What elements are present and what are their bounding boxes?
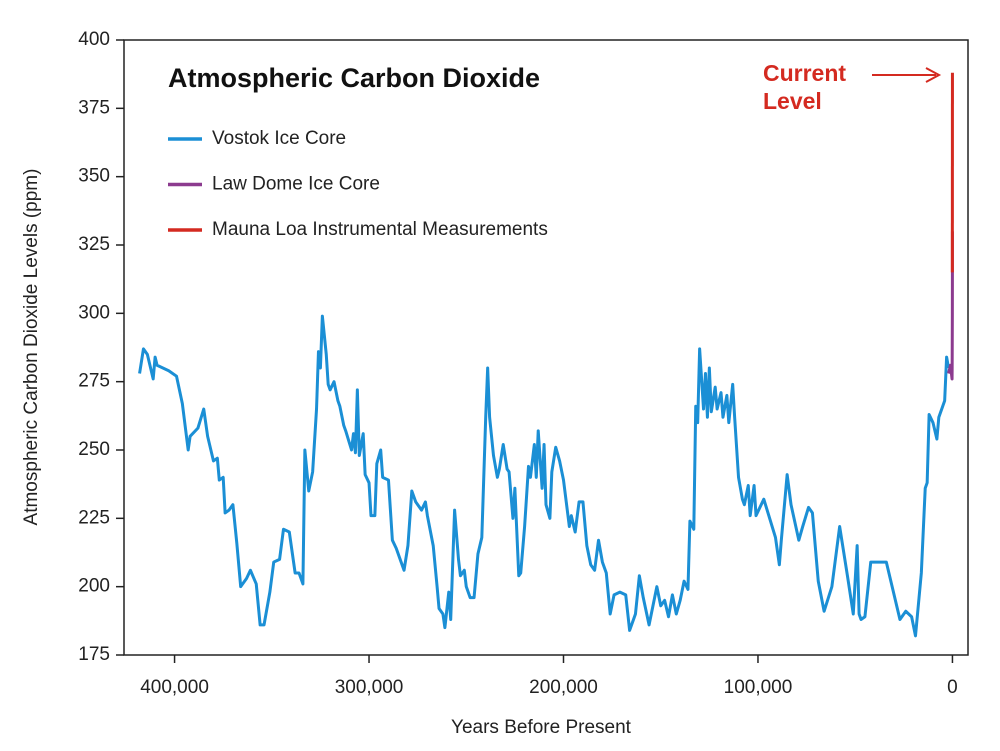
legend-label: Law Dome Ice Core <box>212 174 380 195</box>
y-tick-label: 400 <box>78 29 110 50</box>
y-tick-label: 325 <box>78 234 110 255</box>
legend-label: Vostok Ice Core <box>212 128 346 149</box>
y-tick-label: 250 <box>78 439 110 460</box>
annotation: Level <box>763 88 822 114</box>
x-tick-label: 300,000 <box>335 677 404 698</box>
x-tick-label: 100,000 <box>724 677 793 698</box>
annotation: Current <box>763 60 846 86</box>
y-tick-label: 375 <box>78 97 110 118</box>
y-axis-label: Atmospheric Carbon Dioxide Levels (ppm) <box>21 169 42 526</box>
chart-title: Atmospheric Carbon Dioxide <box>168 63 540 93</box>
y-tick-label: 350 <box>78 166 110 187</box>
annotation-arrowhead <box>925 67 942 83</box>
x-tick-label: 200,000 <box>529 677 598 698</box>
y-tick-label: 175 <box>78 644 110 665</box>
series-line <box>138 314 951 638</box>
x-tick-label: 0 <box>947 677 958 698</box>
y-tick-label: 275 <box>78 371 110 392</box>
y-tick-label: 225 <box>78 507 110 528</box>
plot-frame <box>123 39 969 656</box>
x-axis-label: Years Before Present <box>451 717 632 738</box>
y-tick-label: 300 <box>78 302 110 323</box>
series-line <box>947 231 954 381</box>
y-tick-label: 200 <box>78 576 110 597</box>
x-tick-label: 400,000 <box>140 677 209 698</box>
legend-label: Mauna Loa Instrumental Measurements <box>212 219 548 240</box>
